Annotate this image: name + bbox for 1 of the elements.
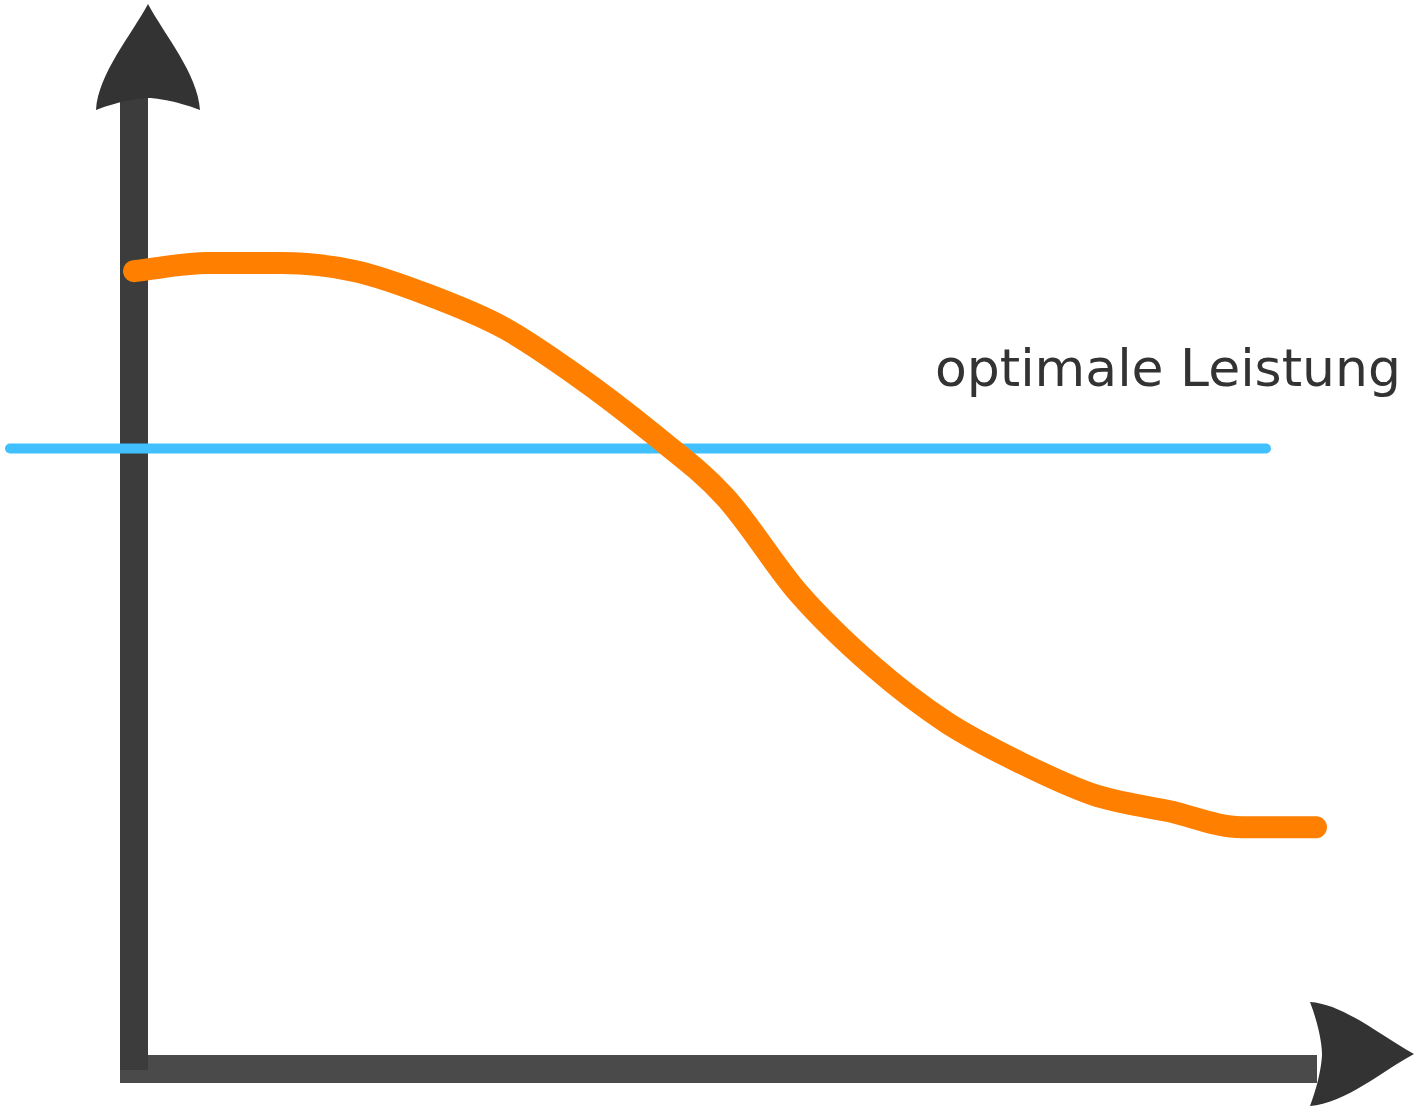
ref-line-label: optimale Leistung <box>934 337 1401 398</box>
